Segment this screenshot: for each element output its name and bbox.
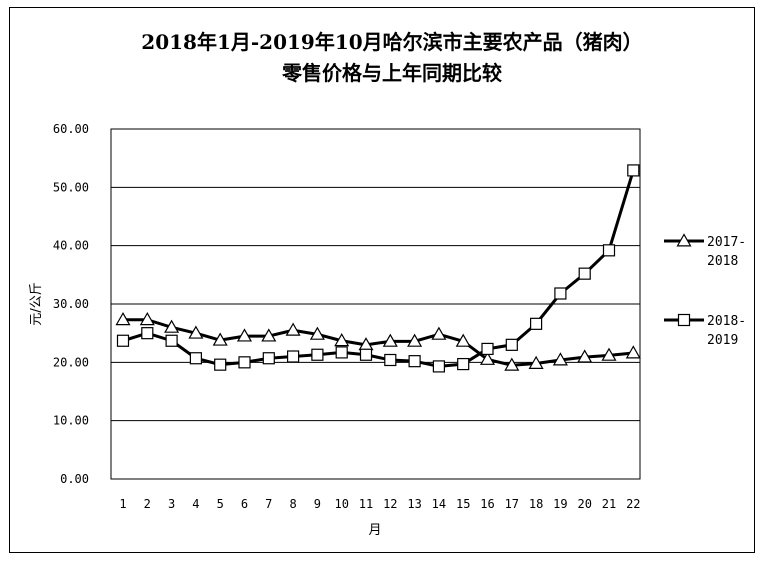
x-tick-label: 4 <box>192 497 199 511</box>
x-tick-label: 17 <box>505 497 519 511</box>
data-point <box>335 346 348 359</box>
y-tick-label: 20.00 <box>53 355 89 369</box>
y-tick-label: 60.00 <box>53 122 89 136</box>
y-tick-label: 30.00 <box>53 297 89 311</box>
x-tick-label: 21 <box>602 497 616 511</box>
data-point <box>627 164 640 177</box>
data-point <box>188 325 204 339</box>
legend: 2017- 2018 2018- 2019 <box>664 233 746 348</box>
data-point <box>165 334 178 347</box>
y-tick-label: 40.00 <box>53 239 89 253</box>
data-point <box>554 287 567 300</box>
legend-label-line1: 2017- <box>707 235 746 250</box>
x-tick-label: 12 <box>383 497 397 511</box>
data-point <box>578 267 591 280</box>
data-point <box>238 356 251 369</box>
data-point <box>287 350 300 363</box>
data-point <box>602 244 616 257</box>
x-tick-label: 13 <box>407 497 421 511</box>
gridlines <box>111 186 640 422</box>
x-tick-label: 15 <box>456 497 470 511</box>
x-tick-label: 20 <box>577 497 591 511</box>
data-point <box>359 348 373 361</box>
data-point <box>408 355 421 368</box>
x-tick-label: 2 <box>144 497 151 511</box>
x-tick-labels: 1 2 3 4 5 6 7 8 9 10 11 12 13 14 15 16 17 18 19 20 21 22 <box>119 497 640 511</box>
data-point <box>382 333 398 347</box>
data-point <box>529 317 543 330</box>
data-point <box>309 326 325 340</box>
y-tick-labels: 0.00 10.00 20.00 30.00 40.00 50.00 60.00 <box>53 122 89 486</box>
data-point <box>384 353 397 367</box>
x-tick-label: 16 <box>480 497 494 511</box>
x-tick-label: 3 <box>168 497 175 511</box>
data-series <box>115 164 641 373</box>
data-point <box>455 333 471 347</box>
data-point <box>262 352 275 365</box>
x-tick-label: 8 <box>289 497 296 511</box>
legend-marker <box>677 313 691 327</box>
y-tick-label: 50.00 <box>53 180 89 194</box>
chart-title-line2: 零售价格与上年同期比较 <box>281 61 502 85</box>
legend-label-line2: 2019 <box>707 333 738 348</box>
data-point <box>505 338 518 351</box>
data-point <box>285 322 301 336</box>
data-point <box>479 351 496 365</box>
chart-title-line1: 2018年1月-2019年10月哈尔滨市主要农产品（猪肉） <box>141 30 642 54</box>
legend-marker <box>676 233 692 247</box>
data-point <box>115 312 131 326</box>
legend-label-line1: 2018- <box>707 314 746 329</box>
data-point <box>116 334 130 347</box>
data-point <box>625 345 641 359</box>
data-point <box>457 357 470 371</box>
data-point <box>261 328 277 342</box>
x-tick-label: 5 <box>217 497 224 511</box>
x-tick-label: 14 <box>432 497 446 511</box>
data-point <box>311 348 324 361</box>
data-point <box>431 326 447 340</box>
x-tick-label: 9 <box>314 497 321 511</box>
data-point <box>481 342 494 356</box>
data-point <box>504 357 520 371</box>
series-square <box>116 164 640 373</box>
x-tick-label: 22 <box>626 497 640 511</box>
y-tick-label: 10.00 <box>53 414 89 428</box>
x-tick-label: 19 <box>553 497 567 511</box>
legend-entry: 2018- 2019 <box>664 313 746 348</box>
data-point <box>601 347 617 361</box>
x-tick-label: 11 <box>359 497 373 511</box>
x-axis-label: 月 <box>368 523 381 538</box>
series-line <box>123 318 634 367</box>
x-tick-label: 6 <box>241 497 248 511</box>
legend-label-line2: 2018 <box>707 254 738 269</box>
y-tick-label: 0.00 <box>60 472 89 486</box>
y-axis-label: 元/公斤 <box>29 282 44 325</box>
series-line <box>122 169 635 368</box>
series-triangle <box>115 312 641 371</box>
chart-frame <box>9 7 755 553</box>
legend-entry: 2017- 2018 <box>664 233 746 269</box>
data-point <box>334 333 350 347</box>
x-tick-label: 10 <box>334 497 348 511</box>
data-point <box>189 352 202 365</box>
data-point <box>141 327 154 340</box>
x-tick-label: 1 <box>119 497 126 511</box>
data-point <box>432 360 445 373</box>
data-point <box>552 352 568 366</box>
data-point <box>528 355 544 369</box>
data-point <box>577 349 593 363</box>
data-point <box>236 328 253 342</box>
data-point <box>164 319 180 333</box>
data-point <box>214 358 227 371</box>
x-tick-label: 7 <box>265 497 272 511</box>
data-point <box>212 332 228 346</box>
data-point <box>139 312 155 326</box>
x-tick-label: 18 <box>529 497 543 511</box>
data-point <box>407 333 423 347</box>
